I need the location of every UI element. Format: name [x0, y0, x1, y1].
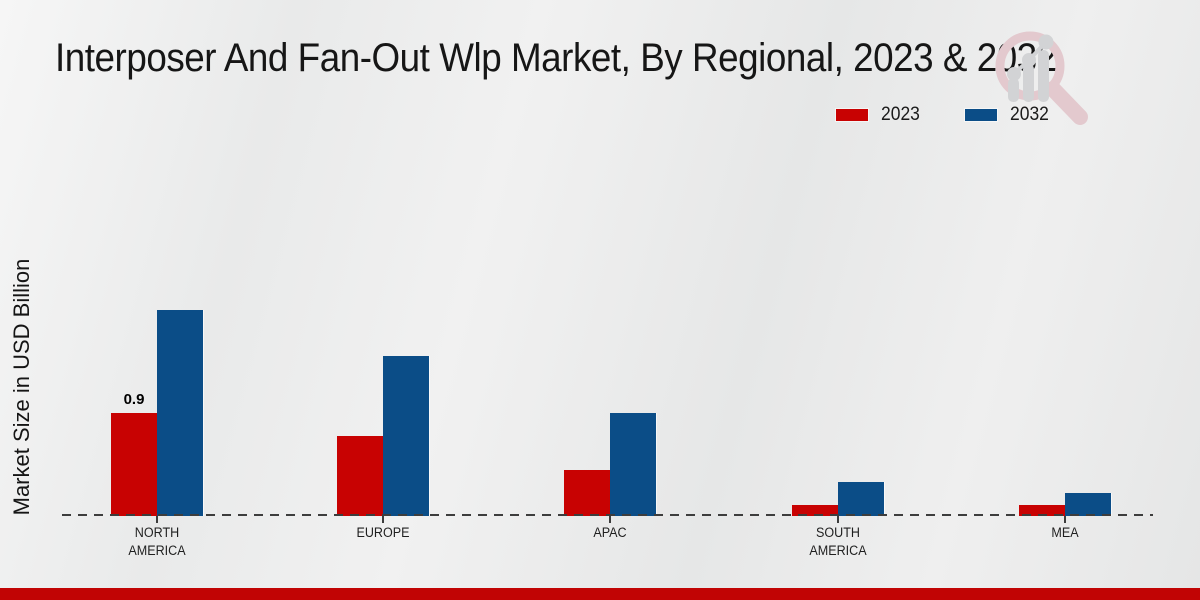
legend: 2023 2032 [836, 104, 1053, 126]
legend-label-2032: 2032 [1010, 104, 1050, 125]
bar-2023-apac [564, 470, 610, 516]
legend-swatch-2032 [965, 109, 998, 121]
brand-logo-watermark-icon [995, 31, 1088, 125]
bar-2023-north-america [111, 413, 157, 516]
bar-2032-apac [610, 413, 656, 516]
x-axis-baseline [62, 514, 1153, 516]
x-axis-tick [1064, 516, 1066, 523]
x-axis-category-label: NORTH AMERICA [128, 525, 186, 558]
x-axis-tick [156, 516, 158, 523]
x-axis-category-label: SOUTH AMERICA [809, 525, 867, 558]
bar-2023-europe [337, 436, 383, 516]
x-axis-category-label: APAC [593, 525, 627, 540]
bar-2023-mea [1019, 505, 1065, 516]
legend-item-2032: 2032 [965, 104, 1052, 126]
x-axis-category-label: EUROPE [356, 525, 410, 540]
bar-2032-europe [383, 356, 429, 516]
x-axis-tick [609, 516, 611, 523]
bottom-accent-bar [0, 588, 1200, 600]
bar-2032-north-america [157, 310, 203, 516]
bar-2032-mea [1065, 493, 1111, 516]
bar-2032-south-america [838, 482, 884, 516]
x-axis-tick [382, 516, 384, 523]
legend-label-2023: 2023 [881, 104, 920, 125]
x-axis-tick [837, 516, 839, 523]
legend-item-2023: 2023 [836, 104, 923, 126]
bar-2023-south-america [792, 505, 838, 516]
legend-swatch-2023 [836, 109, 868, 121]
bar-value-label: 0.9 [123, 391, 145, 408]
chart-title: Interposer And Fan-Out Wlp Market, By Re… [55, 36, 1057, 80]
x-axis-category-label: MEA [1051, 525, 1079, 540]
